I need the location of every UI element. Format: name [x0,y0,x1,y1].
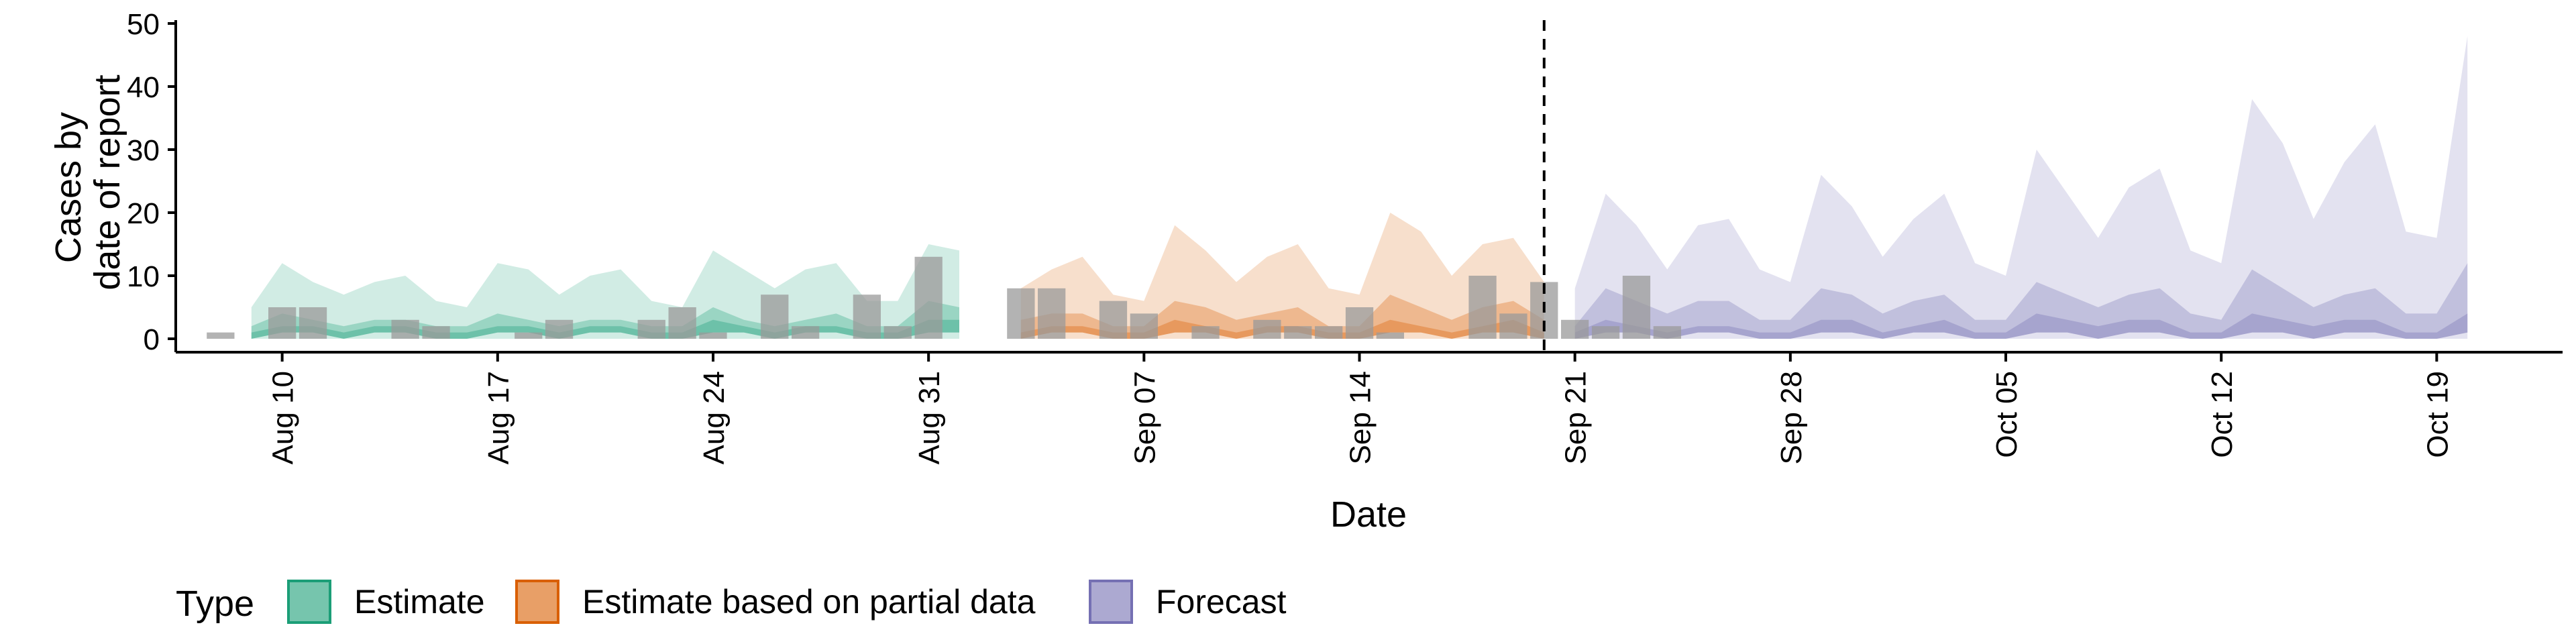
reported-case-bar [1561,319,1589,339]
legend-title: Type [176,584,254,624]
reported-case-bar [761,294,789,339]
reported-case-bar [699,332,727,339]
x-tick-label: Sep 28 [1775,371,1808,464]
reported-case-bar [299,307,327,339]
reported-case-bar [1130,313,1158,339]
y-tick-label: 10 [127,260,160,293]
reported-case-bar [1099,301,1128,339]
x-tick-label: Sep 07 [1128,371,1161,464]
reported-case-bar [1376,332,1404,339]
x-tick-label: Aug 24 [698,371,731,464]
reported-case-bar [792,326,820,339]
y-tick-label: 0 [144,323,160,356]
band-90-series-2 [1020,213,1544,339]
reported-case-bar [668,307,696,339]
x-tick-label: Oct 19 [2421,371,2454,458]
x-axis-title: Date [1330,494,1407,535]
reported-case-bar [1284,326,1312,339]
y-tick-label: 40 [127,71,160,104]
reported-case-bar [391,319,419,339]
x-tick-label: Oct 05 [1990,371,2023,458]
y-tick-label: 50 [127,8,160,41]
reported-case-bar [1315,326,1343,339]
reported-case-bar [268,307,297,339]
band-20-series-3 [1574,313,2468,339]
band-90-series-3 [1574,36,2468,339]
y-tick-label: 30 [127,134,160,167]
legend-swatch [287,580,331,624]
x-tick-label: Aug 31 [913,371,946,464]
y-ticks: 0 10 20 30 40 50 [127,8,176,356]
legend: Type Estimate Estimate based on partial d… [176,580,1287,624]
reported-case-bar [1499,313,1527,339]
reported-case-bar [207,332,235,339]
x-tick-label: Sep 21 [1560,371,1593,464]
reported-case-bar [853,294,881,339]
legend-label: Estimate based on partial data [582,583,1036,621]
reported-case-bar [1622,276,1651,339]
y-axis-title-line-2: date of report [87,74,127,290]
reported-case-bar [1191,326,1220,339]
x-tick-label: Aug 17 [482,371,515,464]
reported-case-bar [1653,326,1681,339]
y-axis-title: Cases by date of report [48,74,127,290]
x-tick-label: Aug 10 [267,371,300,464]
reported-case-bars [207,256,1681,339]
x-ticks: Aug 10 Aug 17 Aug 24 Aug 31 Sep 07 Sep 14 Sep … [267,352,2454,464]
y-axis-title-line-1: Cases by [48,112,89,263]
reported-case-bar [1253,319,1281,339]
reported-case-bar [1591,326,1620,339]
reported-case-bar [1007,288,1035,339]
legend-label: Estimate [354,583,485,621]
legend-label: Forecast [1156,583,1287,621]
reported-case-bar [515,332,543,339]
y-tick-label: 20 [127,197,160,230]
reported-case-bar [883,326,912,339]
reported-case-bar [637,319,665,339]
reported-case-bar [1468,276,1497,339]
reported-case-bar [545,319,574,339]
x-tick-label: Oct 12 [2206,371,2239,458]
axes [174,20,2563,354]
legend-swatch [515,580,559,624]
reported-case-bar [914,256,943,339]
x-tick-label: Sep 14 [1344,371,1377,464]
uncertainty-bands [251,36,2468,339]
reported-case-bar [1038,288,1066,339]
band-50-series-3 [1574,263,2468,339]
legend-swatch [1089,580,1133,624]
reported-case-bar [1345,307,1374,339]
reported-case-bar [422,326,450,339]
